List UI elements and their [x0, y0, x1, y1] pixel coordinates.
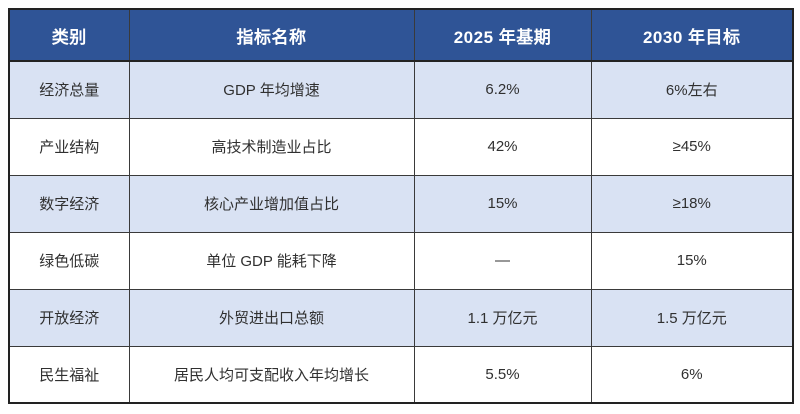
- baseline-cell: 42%: [413, 117, 592, 176]
- target-cell: ≥45%: [590, 117, 794, 176]
- target-cell: 6%: [590, 345, 794, 404]
- table-row: 绿色低碳 单位 GDP 能耗下降 — 15%: [8, 231, 794, 290]
- target-cell: ≥18%: [590, 174, 794, 233]
- table-row: 经济总量 GDP 年均增速 6.2% 6%左右: [8, 60, 794, 119]
- baseline-cell: 5.5%: [413, 345, 592, 404]
- baseline-cell: 15%: [413, 174, 592, 233]
- indicator-cell: 高技术制造业占比: [128, 117, 415, 176]
- table-row: 开放经济 外贸进出口总额 1.1 万亿元 1.5 万亿元: [8, 288, 794, 347]
- target-cell: 1.5 万亿元: [590, 288, 794, 347]
- indicator-cell: 居民人均可支配收入年均增长: [128, 345, 415, 404]
- table-row: 民生福祉 居民人均可支配收入年均增长 5.5% 6%: [8, 345, 794, 404]
- header-target: 2030 年目标: [590, 8, 794, 62]
- category-cell: 数字经济: [8, 174, 130, 233]
- category-cell: 经济总量: [8, 60, 130, 119]
- category-cell: 绿色低碳: [8, 231, 130, 290]
- table-header: 类别 指标名称 2025 年基期 2030 年目标: [8, 8, 794, 62]
- indicator-cell: GDP 年均增速: [128, 60, 415, 119]
- table-row: 数字经济 核心产业增加值占比 15% ≥18%: [8, 174, 794, 233]
- indicator-cell: 核心产业增加值占比: [128, 174, 415, 233]
- indicator-cell: 外贸进出口总额: [128, 288, 415, 347]
- indicator-cell: 单位 GDP 能耗下降: [128, 231, 415, 290]
- category-cell: 民生福祉: [8, 345, 130, 404]
- header-indicator: 指标名称: [128, 8, 415, 62]
- baseline-cell: 6.2%: [413, 60, 592, 119]
- target-cell: 6%左右: [590, 60, 794, 119]
- category-cell: 开放经济: [8, 288, 130, 347]
- baseline-cell: 1.1 万亿元: [413, 288, 592, 347]
- table-body: 经济总量 GDP 年均增速 6.2% 6%左右 产业结构 高技术制造业占比 42…: [8, 60, 794, 404]
- header-baseline: 2025 年基期: [413, 8, 592, 62]
- indicator-table: 类别 指标名称 2025 年基期 2030 年目标 经济总量 GDP 年均增速 …: [8, 8, 794, 404]
- header-row: 类别 指标名称 2025 年基期 2030 年目标: [8, 8, 794, 62]
- baseline-cell: —: [413, 231, 592, 290]
- target-cell: 15%: [590, 231, 794, 290]
- table-row: 产业结构 高技术制造业占比 42% ≥45%: [8, 117, 794, 176]
- category-cell: 产业结构: [8, 117, 130, 176]
- header-category: 类别: [8, 8, 130, 62]
